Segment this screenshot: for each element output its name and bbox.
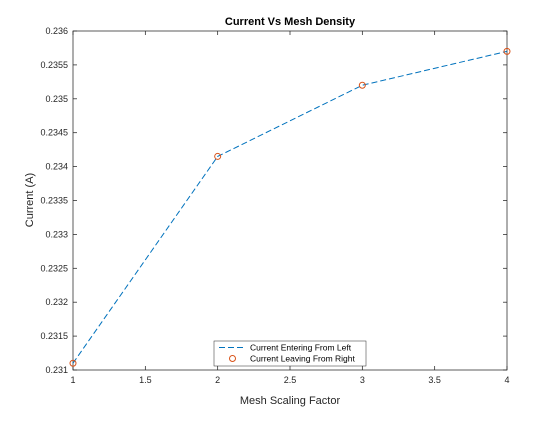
y-tick-label: 0.235 <box>45 94 68 104</box>
y-tick-label: 0.2325 <box>40 263 68 273</box>
series-marker-current-leaving-from-right <box>69 359 77 367</box>
y-tick-label: 0.234 <box>45 162 68 172</box>
legend-label-leaving: Current Leaving From Right <box>250 354 356 364</box>
legend-marker-sample <box>229 355 236 362</box>
series-layer <box>69 47 511 367</box>
y-axis: 0.231 0.2315 0.232 0.2325 0.233 0.2335 0.234 0.… <box>40 26 507 375</box>
x-tick-label: 1 <box>70 375 75 385</box>
plot-area <box>72 30 508 371</box>
x-tick-label: 2.5 <box>284 375 297 385</box>
x-axis-label: Mesh Scaling Factor <box>240 395 341 407</box>
y-tick-label: 0.2345 <box>40 128 68 138</box>
y-tick-label: 0.232 <box>45 297 68 307</box>
x-tick-label: 1.5 <box>139 375 152 385</box>
series-line-current-entering-from-left <box>72 50 508 364</box>
y-tick-label: 0.2355 <box>40 60 68 70</box>
y-tick-label: 0.2335 <box>40 196 68 206</box>
series-marker-current-leaving-from-right <box>214 152 222 160</box>
x-tick-label: 4 <box>504 375 509 385</box>
x-tick-label: 3 <box>360 375 365 385</box>
legend-label-entering: Current Entering From Left <box>250 343 352 353</box>
chart-title: Current Vs Mesh Density <box>225 16 356 28</box>
y-tick-label: 0.233 <box>45 229 68 239</box>
x-tick-label: 2 <box>215 375 220 385</box>
y-axis-label: Current (A) <box>24 173 36 227</box>
series-marker-current-leaving-from-right <box>358 81 366 89</box>
x-tick-label: 3.5 <box>428 375 441 385</box>
y-tick-label: 0.231 <box>45 365 68 375</box>
legend: Current Entering From Left Current Leavi… <box>213 340 367 367</box>
series-marker-current-leaving-from-right <box>503 47 511 55</box>
legend-box <box>213 340 367 367</box>
y-tick-label: 0.2315 <box>40 331 68 341</box>
y-tick-label: 0.236 <box>45 26 68 36</box>
x-axis: 1 1.5 2 2.5 3 3.5 4 <box>70 31 510 385</box>
